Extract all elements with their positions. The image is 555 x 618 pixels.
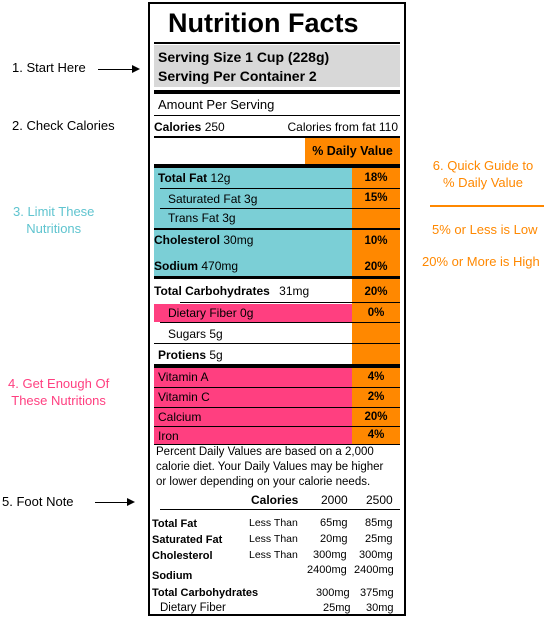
annotation-get-enough: 4. Get Enough Of These Nutritions — [8, 376, 109, 408]
sodium-name: Sodium — [154, 259, 198, 273]
footnote-line-2: calorie diet. Your Daily Values may be h… — [156, 461, 384, 473]
annotation-quick-guide-line2: % Daily Value — [443, 175, 523, 190]
proteins-amount: 5g — [209, 348, 223, 362]
iron-dv: 4% — [352, 427, 400, 444]
nutrition-label: Nutrition Facts Serving Size 1 Cup (228g… — [148, 2, 406, 616]
fn-fiber-2500: 30mg — [366, 602, 394, 614]
annotation-get-enough-line2: These Nutritions — [11, 393, 106, 408]
fn-fiber-name: Dietary Fiber — [160, 602, 226, 614]
fn-saturated-fat-qual: Less Than — [249, 533, 298, 545]
footnote-header-calories: Calories — [251, 493, 299, 507]
cholesterol-dv: 10% — [352, 230, 400, 249]
sodium-amount: 470mg — [201, 259, 239, 273]
fn-saturated-fat-2500: 25mg — [365, 533, 393, 545]
daily-value-header: % Daily Value — [305, 138, 400, 164]
annotation-quick-guide-line1: 6. Quick Guide to — [432, 158, 534, 173]
fn-total-fat-2000: 65mg — [320, 517, 348, 529]
arrow-right-icon — [95, 498, 135, 506]
footnote-line-1: Percent Daily Values are based on a 2,00… — [156, 446, 374, 458]
dietary-fiber-name: Dietary Fiber 0g — [168, 306, 254, 320]
serving-size: Serving Size 1 Cup (228g) — [158, 49, 330, 65]
calories-value: 250 — [204, 120, 225, 134]
saturated-fat-name: Saturated Fat 3g — [168, 192, 258, 206]
total-fat-row: Total Fat 12g — [158, 171, 230, 185]
fn-carbs-name: Total Carbohydrates — [152, 587, 259, 599]
serving-per-container: Serving Per Container 2 — [158, 68, 317, 84]
fn-cholesterol-2500: 300mg — [359, 549, 393, 561]
cholesterol-row: Cholesterol 30mg — [154, 233, 253, 247]
annotation-get-enough-line1: 4. Get Enough Of — [8, 376, 110, 391]
annotation-start-here: 1. Start Here — [12, 60, 86, 75]
annotation-high-rule: 20% or More is High — [422, 254, 540, 269]
sodium-row: Sodium 470mg — [154, 259, 238, 273]
calories-label: Calories — [154, 120, 202, 134]
total-fat-amount: 12g — [210, 171, 231, 185]
trans-fat-name: Trans Fat 3g — [168, 211, 236, 225]
fn-saturated-fat-2000: 20mg — [320, 533, 348, 545]
vitamin-a-name: Vitamin A — [158, 370, 209, 384]
sodium-dv: 20% — [352, 249, 400, 276]
footnote-text: Percent Daily Values are based on a 2,00… — [156, 445, 383, 490]
trans-fat-dv-blank — [352, 209, 400, 228]
annotation-limit-line1: 3. Limit These — [13, 204, 95, 219]
dietary-fiber-block — [154, 304, 354, 322]
guide-divider — [430, 205, 544, 207]
saturated-fat-dv: 15% — [352, 189, 400, 208]
fn-carbs-2000: 300mg — [316, 587, 350, 599]
footnote-header-2500: 2500 — [366, 493, 393, 507]
annotation-foot-note: 5. Foot Note — [2, 494, 74, 509]
footnote-header-2000: 2000 — [321, 493, 348, 507]
proteins-dv-blank — [352, 344, 400, 364]
fn-cholesterol-qual: Less Than — [249, 549, 298, 561]
fn-sodium-name: Sodium — [152, 570, 193, 582]
vitamin-c-dv: 2% — [352, 388, 400, 407]
fn-cholesterol-2000: 300mg — [313, 549, 347, 561]
cholesterol-amount: 30mg — [223, 233, 254, 247]
vitamin-a-dv: 4% — [352, 368, 400, 387]
iron-name: Iron — [158, 429, 179, 443]
calcium-name: Calcium — [158, 410, 202, 424]
annotation-limit-line2: Nutritions — [26, 221, 82, 236]
dietary-fiber-dv: 0% — [352, 303, 400, 322]
proteins-name: Protiens — [158, 348, 207, 362]
fn-sodium-2000: 2400mg — [307, 564, 347, 576]
fn-total-fat-qual: Less Than — [249, 517, 298, 529]
total-fat-dv: 18% — [352, 168, 400, 188]
total-fat-name: Total Fat — [158, 171, 208, 185]
cholesterol-block — [154, 230, 400, 249]
calories-from-fat: Calories from fat 110 — [287, 120, 399, 134]
annotation-check-calories: 2. Check Calories — [12, 118, 115, 133]
fn-saturated-fat-name: Saturated Fat — [152, 534, 223, 546]
carbs-row: Total Carbohydrates 31mg — [154, 284, 309, 298]
calcium-dv: 20% — [352, 408, 400, 426]
calories-row: Calories 250 — [154, 120, 225, 134]
footnote-line-3: or lower depending on your calorie needs… — [156, 476, 371, 488]
amount-per-serving: Amount Per Serving — [158, 97, 275, 112]
fn-total-fat-name: Total Fat — [152, 518, 198, 530]
carbs-dv: 20% — [352, 279, 400, 303]
annotation-limit-these: 3. Limit These Nutritions — [13, 204, 94, 236]
annotation-quick-guide: 6. Quick Guide to % Daily Value — [418, 158, 548, 190]
carbs-amount: 31mg — [279, 284, 310, 298]
vitamin-c-name: Vitamin C — [158, 390, 210, 404]
fn-carbs-2500: 375mg — [360, 587, 394, 599]
sugars-name: Sugars 5g — [168, 327, 223, 341]
sugars-dv-blank — [352, 323, 400, 343]
fn-fiber-2000: 25mg — [323, 602, 351, 614]
arrow-right-icon — [98, 65, 140, 73]
proteins-row: Protiens 5g — [158, 348, 223, 362]
fn-sodium-2500: 2400mg — [354, 564, 394, 576]
serving-info: Serving Size 1 Cup (228g) Serving Per Co… — [154, 45, 400, 87]
fn-total-fat-2500: 85mg — [365, 517, 393, 529]
fn-cholesterol-name: Cholesterol — [152, 550, 213, 562]
annotation-low-rule: 5% or Less is Low — [432, 222, 538, 237]
carbs-name: Total Carbohydrates — [154, 284, 270, 298]
label-title: Nutrition Facts — [168, 8, 359, 38]
cholesterol-name: Cholesterol — [154, 233, 221, 247]
